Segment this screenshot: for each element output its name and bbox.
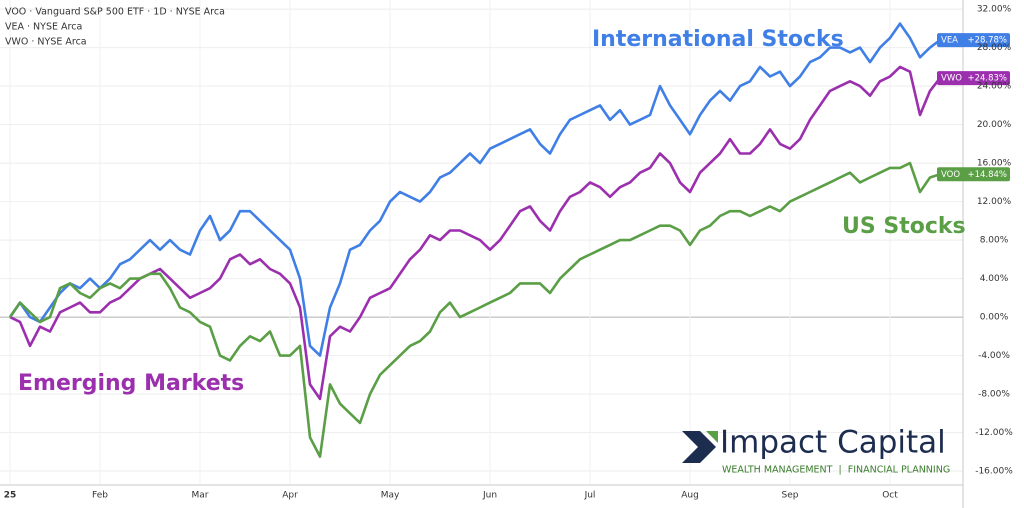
y-tick-label: 4.00%	[980, 274, 1009, 284]
legend-entry: VEA · NYSE Arca	[5, 22, 82, 33]
x-tick-label: Mar	[192, 491, 209, 501]
badge-name: VEA	[941, 36, 958, 46]
x-tick-label: Jun	[482, 491, 497, 501]
plot: VEA +28.78% VWO +24.83% VOO +14.84%	[8, 22, 1010, 458]
y-tick-label: -4.00%	[978, 351, 1010, 361]
legend-entry: VWO · NYSE Arca	[5, 37, 87, 48]
legend-entry: VOO · Vanguard S&P 500 ETF · 1D · NYSE A…	[5, 7, 225, 18]
x-tick-label: 25	[4, 491, 17, 501]
y-tick-label: 20.00%	[977, 120, 1012, 130]
x-tick-label: Oct	[882, 491, 898, 501]
logo-icon	[682, 431, 716, 463]
y-tick-label: 32.00%	[977, 5, 1012, 15]
badge-value: +14.84%	[967, 170, 1007, 180]
badge-value: +28.78%	[967, 36, 1007, 46]
badge-name: VWO	[941, 74, 962, 84]
line-series	[8, 161, 941, 458]
line-series	[9, 65, 942, 401]
y-tick-label: 8.00%	[980, 236, 1009, 246]
y-tick-label: -16.00%	[975, 467, 1013, 477]
price-badge	[937, 33, 1010, 48]
logo-name: Impact Capital	[720, 425, 946, 461]
y-tick-label: 28.00%	[977, 43, 1012, 53]
y-tick-label: 0.00%	[980, 313, 1009, 323]
x-tick-label: Jul	[584, 491, 596, 501]
price-badge	[937, 167, 1010, 182]
y-tick-label: -8.00%	[978, 390, 1010, 400]
annotation: International Stocks	[592, 27, 844, 52]
y-tick-label: -12.00%	[975, 428, 1013, 438]
grid	[0, 0, 963, 485]
x-tick-label: Sep	[782, 491, 799, 501]
annotation: Emerging Markets	[18, 371, 244, 396]
badge-value: +24.83%	[967, 74, 1007, 84]
x-tick-label: Aug	[681, 491, 699, 501]
y-tick-label: 16.00%	[977, 159, 1012, 169]
y-tick-label: 12.00%	[977, 197, 1012, 207]
logo-icon	[706, 431, 718, 443]
badge-name: VOO	[941, 170, 960, 180]
logo-tagline: WEALTH MANAGEMENT | FINANCIAL PLANNING	[722, 465, 950, 476]
x-tick-label: Apr	[282, 491, 298, 501]
x-tick-label: May	[381, 491, 400, 501]
x-tick-label: Feb	[92, 491, 108, 501]
annotation: US Stocks	[842, 214, 966, 239]
logo: Impact Capital WEALTH MANAGEMENT | FINAN…	[682, 425, 950, 476]
line-series	[8, 22, 941, 357]
y-tick-label: 24.00%	[977, 82, 1012, 92]
price-badge	[937, 71, 1010, 86]
